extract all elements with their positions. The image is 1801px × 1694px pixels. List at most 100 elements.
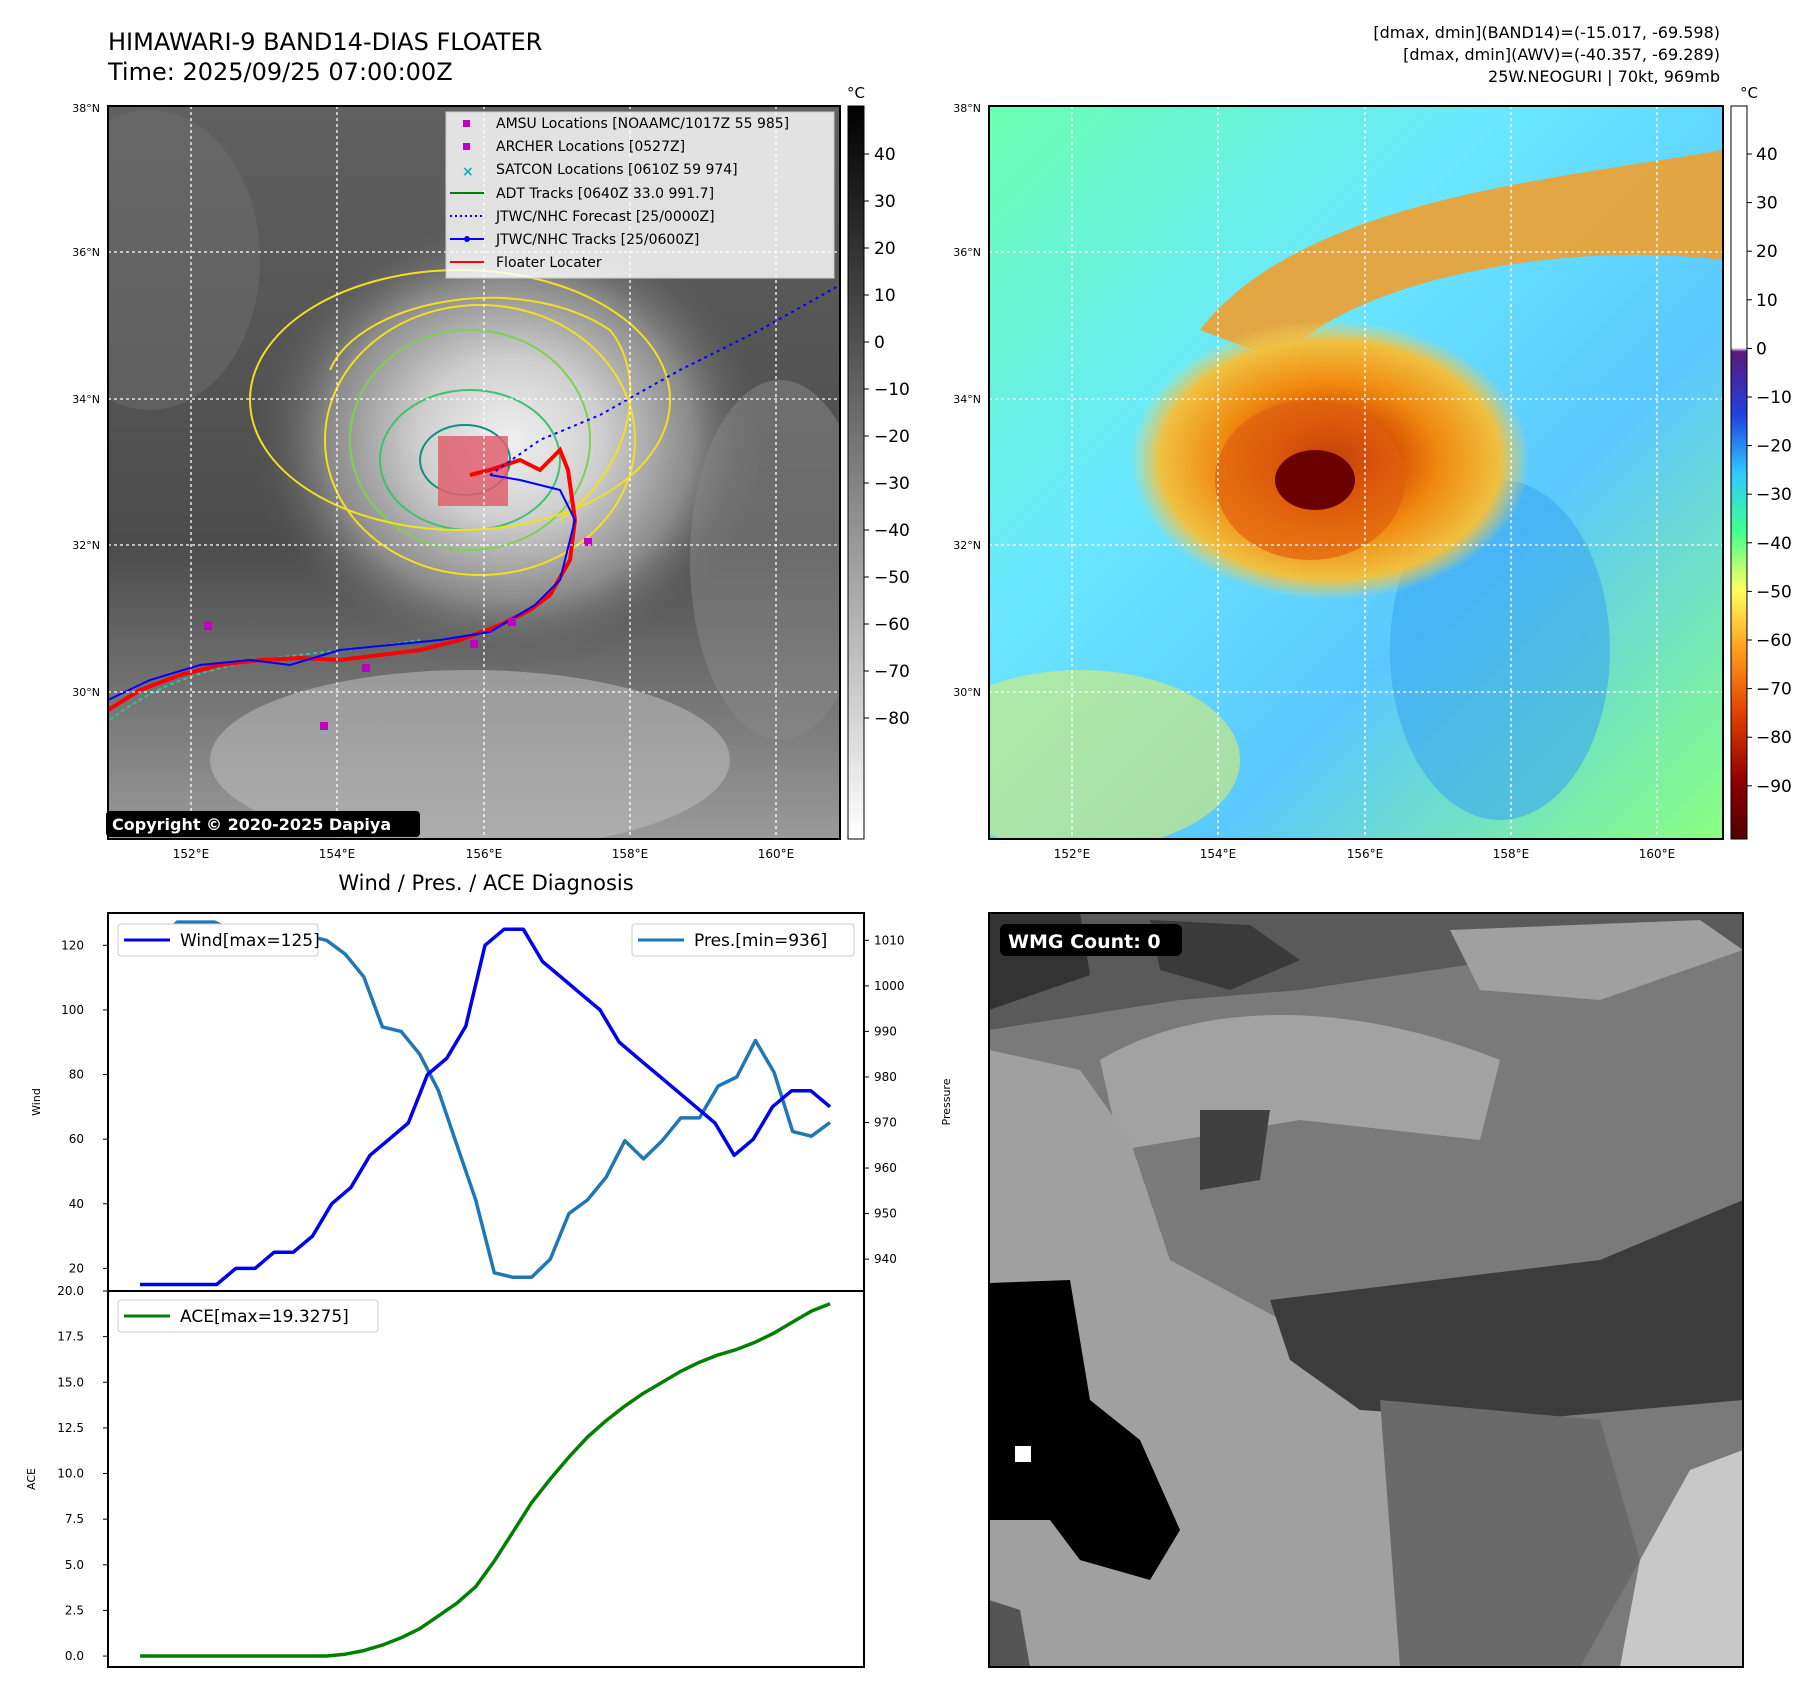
ir-legend: AMSU Locations [NOAAMC/1017Z 55 985] ARC… — [445, 111, 835, 279]
pressure-tick-label: 970 — [874, 1115, 897, 1129]
dmax-band14: [dmax, dmin](BAND14)=(-15.017, -69.598) — [1373, 23, 1720, 42]
ir-colorbar-label: 10 — [874, 286, 896, 306]
wv-colorbar-label: −90 — [1756, 777, 1792, 797]
ace-tick-label: 12.5 — [57, 1421, 84, 1435]
pressure-tick-label: 960 — [874, 1161, 897, 1175]
wind-series-line — [140, 927, 832, 1287]
copyright: Copyright © 2020-2025 Dapiya — [112, 815, 391, 834]
wind-legend-label: Wind[max=125] — [180, 931, 320, 951]
ir-lon-label: 156°E — [466, 847, 503, 861]
jtwc-track — [108, 474, 577, 701]
ir-colorbar-label: 20 — [874, 239, 896, 259]
ir-lat-label: 30°N — [72, 686, 100, 699]
ace-legend: ACE[max=19.3275] — [117, 1299, 379, 1333]
ir-colorbar-label: −30 — [874, 474, 910, 494]
wv-colorbar-label: 30 — [1756, 194, 1778, 214]
wv-lon-label: 158°E — [1493, 847, 1530, 861]
figure-title: HIMAWARI-9 BAND14-DIAS FLOATER — [108, 28, 542, 56]
wv-lat-label: 30°N — [953, 686, 981, 699]
ace-tick-label: 7.5 — [65, 1512, 84, 1526]
copyright-box — [106, 811, 420, 837]
pressure-tick-label: 980 — [874, 1070, 897, 1084]
wv-colorbar-label: −10 — [1756, 388, 1792, 408]
wv-colorbar-label: 40 — [1756, 145, 1778, 165]
wmg-badge-box — [1000, 924, 1182, 956]
storm-info: 25W.NEOGURI | 70kt, 969mb — [1488, 67, 1720, 86]
ir-colorbar-label: 0 — [874, 333, 885, 353]
wv-lon-label: 156°E — [1347, 847, 1384, 861]
jtwc-forecast — [489, 284, 840, 476]
wind-tick-label: 40 — [69, 1197, 84, 1211]
chart-title: Wind / Pres. / ACE Diagnosis — [338, 871, 633, 895]
legend-satcon-marker: × — [462, 164, 474, 180]
wv-colorbar-label: −80 — [1756, 728, 1792, 748]
floater-box — [438, 436, 508, 506]
wind-tick-label: 80 — [69, 1068, 84, 1082]
ir-lon-label: 154°E — [319, 847, 356, 861]
ir-colorbar-unit: °C — [847, 84, 865, 102]
wv-colorbar-label: −40 — [1756, 534, 1792, 554]
ir-colorbar-label: −20 — [874, 427, 910, 447]
wv-colorbar-label: −50 — [1756, 582, 1792, 602]
ace-tick-label: 17.5 — [57, 1330, 84, 1344]
diagnosis-chart: Wind / Pres. / ACE Diagnosis Wind Pressu… — [25, 871, 953, 1668]
ace-legend-label: ACE[max=19.3275] — [180, 1307, 349, 1327]
ir-lon-label: 152°E — [173, 847, 210, 861]
ir-lon-label: 158°E — [612, 847, 649, 861]
wv-lat-label: 32°N — [953, 539, 981, 552]
legend-forecast: JTWC/NHC Forecast [25/0000Z] — [495, 209, 715, 225]
ir-colorbar-label: −60 — [874, 615, 910, 635]
ace-axis-label: ACE — [25, 1468, 38, 1490]
legend-amsu-marker — [463, 120, 470, 127]
legend-archer-marker — [463, 143, 470, 150]
ace-tick-label: 2.5 — [65, 1603, 84, 1617]
ace-axes — [107, 1290, 865, 1668]
wv-lon-label: 154°E — [1200, 847, 1237, 861]
ace-tick-label: 15.0 — [57, 1375, 84, 1389]
legend-archer: ARCHER Locations [0527Z] — [496, 139, 685, 155]
legend-floater: Floater Locater — [496, 255, 602, 271]
ir-panel: AMSU Locations [NOAAMC/1017Z 55 985] ARC… — [72, 84, 910, 861]
wv-colorbar-label: 0 — [1756, 339, 1767, 359]
pressure-tick-label: 940 — [874, 1252, 897, 1266]
pressure-legend: Pres.[min=936] — [631, 923, 855, 957]
wv-colorbar-label: −60 — [1756, 631, 1792, 651]
ir-colorbar-label: 30 — [874, 192, 896, 212]
wind-tick-label: 60 — [69, 1132, 84, 1146]
ir-colorbar-label: 40 — [874, 145, 896, 165]
pressure-legend-label: Pres.[min=936] — [694, 931, 827, 951]
wind-axis-label: Wind — [30, 1088, 43, 1116]
wind-tick-label: 20 — [69, 1261, 84, 1275]
ir-colorbar: °C 40 30 20 10 0 −10 −20 −30 −40 −50 −60 −70 −80 — [847, 84, 910, 840]
wv-colorbar-label: −30 — [1756, 485, 1792, 505]
ir-colorbar-label: −40 — [874, 521, 910, 541]
wv-lat-label: 38°N — [953, 102, 981, 115]
ir-colorbar-label: −10 — [874, 380, 910, 400]
pressure-tick-label: 1010 — [874, 933, 905, 947]
ir-lon-label: 160°E — [758, 847, 795, 861]
wind-tick-label: 100 — [61, 1003, 84, 1017]
wv-image — [989, 106, 1723, 839]
wv-lon-label: 152°E — [1054, 847, 1091, 861]
wv-colorbar-label: 10 — [1756, 291, 1778, 311]
ir-lat-label: 38°N — [72, 102, 100, 115]
wind-legend: Wind[max=125] — [117, 923, 320, 957]
wmg-panel: WMG Count: 0 — [988, 912, 1744, 1668]
legend-satcon: SATCON Locations [0610Z 59 974] — [496, 162, 738, 178]
wmg-badge: WMG Count: 0 — [1008, 931, 1161, 953]
legend-amsu: AMSU Locations [NOAAMC/1017Z 55 985] — [496, 116, 789, 132]
ir-colorbar-label: −50 — [874, 568, 910, 588]
legend-tracks: JTWC/NHC Tracks [25/0600Z] — [495, 232, 699, 248]
wv-lat-label: 36°N — [953, 246, 981, 259]
pressure-tick-label: 990 — [874, 1024, 897, 1038]
ir-lat-label: 34°N — [72, 393, 100, 406]
wv-grid — [989, 106, 1723, 839]
pressure-axis-label: Pressure — [940, 1078, 953, 1125]
ace-tick-label: 20.0 — [57, 1284, 84, 1298]
wind-tick-label: 120 — [61, 938, 84, 952]
wv-colorbar: °C 40 30 20 10 0 −10 −20 −30 −40 −50 −60 −70 −80 −90 — [1730, 84, 1792, 840]
ir-colorbar-label: −80 — [874, 709, 910, 729]
ace-series-line — [140, 1302, 831, 1658]
wv-lon-label: 160°E — [1639, 847, 1676, 861]
